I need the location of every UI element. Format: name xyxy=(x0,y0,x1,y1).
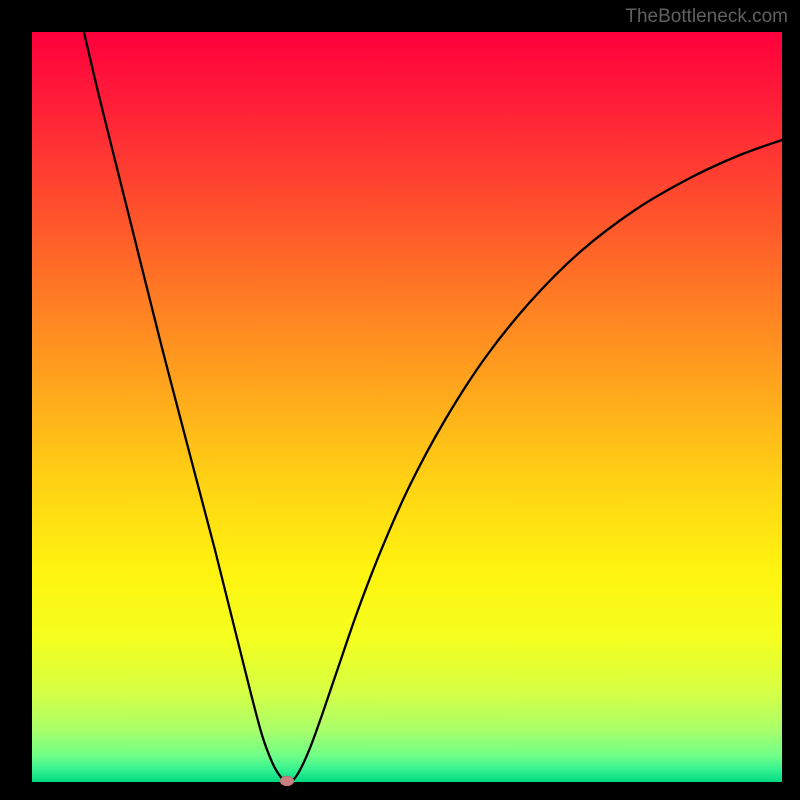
chart-container: TheBottleneck.com xyxy=(0,0,800,800)
chart-gradient-plot xyxy=(32,32,782,782)
watermark-text: TheBottleneck.com xyxy=(625,6,788,28)
chart-minimum-marker xyxy=(280,776,294,786)
chart-svg xyxy=(0,0,800,800)
